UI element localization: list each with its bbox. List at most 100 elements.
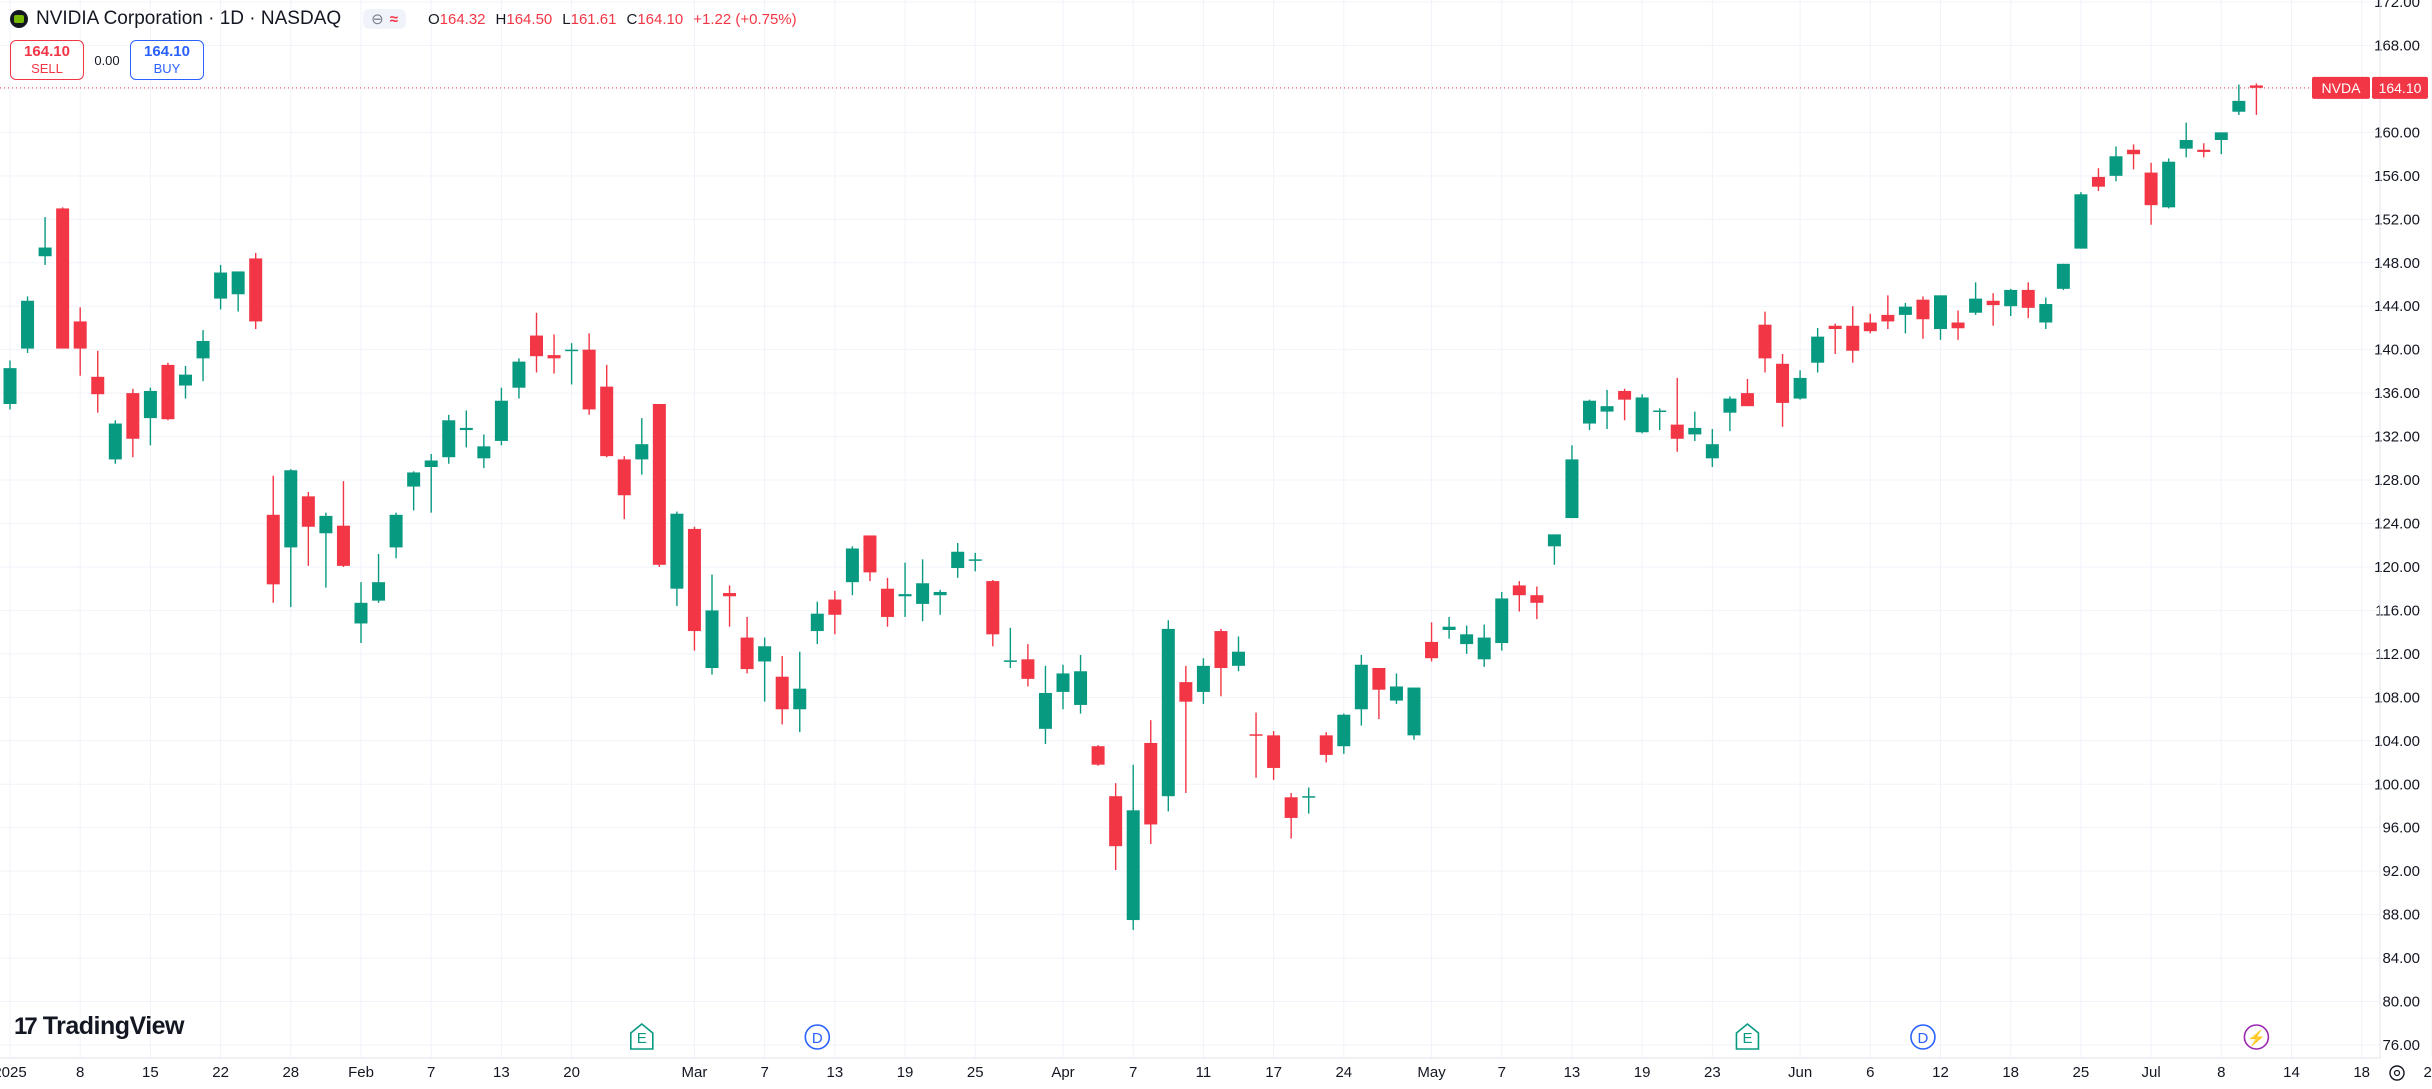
candle-body[interactable] — [1934, 295, 1947, 330]
legend-toggle-pill[interactable]: ⊖ ≈ — [363, 9, 406, 29]
candle-body[interactable] — [2056, 263, 2070, 289]
candle-body[interactable] — [1196, 665, 1210, 692]
candle-body[interactable] — [1460, 634, 1474, 645]
buy-button[interactable]: 164.10 BUY — [130, 40, 204, 80]
candle-body[interactable] — [916, 583, 930, 604]
candle-body[interactable] — [442, 420, 456, 458]
candle-body[interactable] — [933, 591, 947, 596]
candle-body[interactable] — [2004, 289, 2018, 307]
candle-body[interactable] — [1056, 673, 1070, 692]
candle-body[interactable] — [231, 271, 245, 295]
candle-body[interactable] — [1354, 664, 1368, 710]
candle-body[interactable] — [898, 594, 912, 597]
candle-body[interactable] — [161, 364, 175, 420]
candle-body[interactable] — [845, 548, 859, 583]
candle-body[interactable] — [389, 514, 403, 548]
candle-body[interactable] — [1512, 585, 1526, 596]
candle-body[interactable] — [2091, 176, 2105, 187]
candle-body[interactable] — [319, 515, 333, 534]
candle-body[interactable] — [1003, 660, 1017, 662]
candle-body[interactable] — [670, 513, 684, 589]
candle-body[interactable] — [1583, 400, 1596, 424]
candle-body[interactable] — [2214, 132, 2228, 140]
candle-body[interactable] — [143, 390, 157, 419]
candle-body[interactable] — [2232, 100, 2246, 112]
candle-body[interactable] — [687, 528, 701, 632]
candle-body[interactable] — [2021, 289, 2035, 308]
candle-body[interactable] — [407, 472, 421, 487]
candle-body[interactable] — [1758, 324, 1772, 359]
candle-body[interactable] — [1863, 322, 1877, 332]
candle-body[interactable] — [951, 551, 965, 569]
candle-body[interactable] — [1074, 671, 1088, 705]
candle-body[interactable] — [2197, 149, 2211, 152]
candle-body[interactable] — [881, 588, 894, 617]
candle-body[interactable] — [91, 376, 105, 395]
candle-body[interactable] — [1916, 299, 1930, 320]
candle-body[interactable] — [1670, 424, 1684, 439]
earnings-marker-icon[interactable] — [630, 1022, 654, 1050]
candle-body[interactable] — [108, 423, 122, 460]
candle-body[interactable] — [1109, 796, 1123, 847]
candle-body[interactable] — [1705, 444, 1719, 459]
sell-button[interactable]: 164.10 SELL — [10, 40, 84, 80]
candle-body[interactable] — [1302, 796, 1316, 798]
candle-body[interactable] — [828, 599, 842, 615]
candle-body[interactable] — [617, 459, 631, 496]
candle-body[interactable] — [775, 676, 789, 710]
candle-body[interactable] — [863, 535, 877, 573]
candle-body[interactable] — [249, 258, 263, 322]
candle-body[interactable] — [2039, 304, 2053, 323]
candle-body[interactable] — [2074, 194, 2088, 249]
candle-body[interactable] — [1846, 325, 1860, 351]
candle-body[interactable] — [1986, 300, 2000, 306]
candle-body[interactable] — [2109, 156, 2123, 176]
candle-body[interactable] — [1179, 682, 1193, 702]
candle-body[interactable] — [1495, 598, 1509, 644]
candle-body[interactable] — [758, 646, 772, 662]
candle-body[interactable] — [1635, 397, 1649, 433]
candle-body[interactable] — [1319, 735, 1333, 755]
candle-body[interactable] — [494, 400, 508, 441]
candle-body[interactable] — [1407, 687, 1421, 736]
candle-body[interactable] — [1091, 746, 1105, 765]
candle-body[interactable] — [635, 444, 649, 460]
candle-body[interactable] — [1898, 306, 1912, 315]
candle-body[interactable] — [1232, 651, 1245, 666]
candle-body[interactable] — [1337, 714, 1351, 747]
candle-body[interactable] — [1951, 322, 1965, 329]
candle-body[interactable] — [1881, 314, 1895, 322]
candle-body[interactable] — [600, 386, 614, 457]
dividend-marker-icon[interactable] — [804, 1024, 831, 1050]
candle-body[interactable] — [565, 349, 579, 352]
candle-body[interactable] — [284, 470, 298, 548]
settings-gear-icon[interactable] — [2389, 1065, 2405, 1081]
candle-body[interactable] — [1038, 692, 1052, 729]
candle-body[interactable] — [1776, 363, 1790, 403]
candle-body[interactable] — [1969, 298, 1983, 313]
candle-body[interactable] — [21, 300, 35, 349]
candle-body[interactable] — [73, 321, 87, 349]
candle-body[interactable] — [1214, 631, 1228, 668]
candle-body[interactable] — [196, 340, 210, 359]
candle-body[interactable] — [652, 403, 666, 565]
candle-body[interactable] — [214, 272, 228, 299]
candle-body[interactable] — [372, 582, 386, 601]
candle-body[interactable] — [512, 361, 526, 388]
candle-body[interactable] — [1565, 459, 1579, 519]
earnings-marker-icon[interactable] — [1735, 1022, 1760, 1050]
candle-body[interactable] — [1547, 534, 1561, 547]
candle-body[interactable] — [723, 593, 737, 597]
candle-body[interactable] — [266, 514, 280, 585]
candle-body[interactable] — [1144, 742, 1158, 825]
candle-body[interactable] — [810, 613, 824, 632]
candle-body[interactable] — [1477, 637, 1491, 660]
candle-body[interactable] — [1267, 735, 1281, 768]
candle-body[interactable] — [1723, 398, 1737, 413]
candle-body[interactable] — [354, 602, 368, 624]
candle-body[interactable] — [740, 637, 754, 670]
candle-body[interactable] — [2162, 161, 2176, 208]
candle-body[interactable] — [1425, 641, 1439, 659]
candle-body[interactable] — [2179, 139, 2193, 149]
